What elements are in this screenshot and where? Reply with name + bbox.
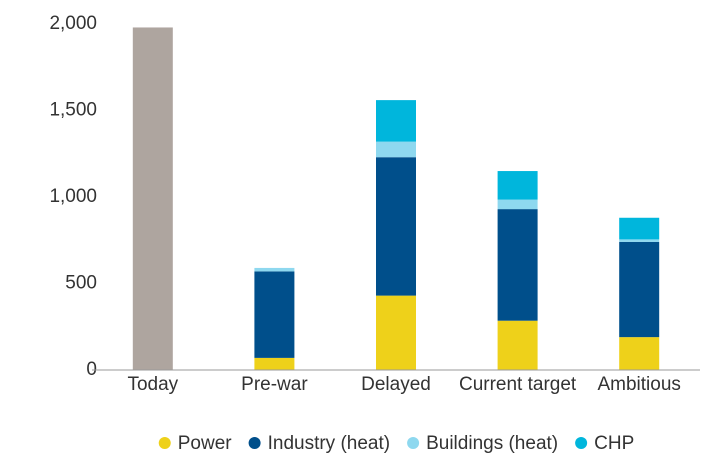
y-tick-label: 500 [65,273,97,294]
bar-segment [619,241,660,338]
x-tick-label: Delayed [361,374,431,395]
legend-marker [575,437,588,449]
bar-segment [619,337,660,370]
bar-segment [619,217,660,240]
bar-segment [376,157,416,296]
bar-segment [497,209,538,321]
y-tick-label: 1,000 [49,186,97,207]
bar-segment [254,271,295,358]
bar-segment [254,357,295,370]
legend-label: Industry (heat) [268,433,391,454]
legend-label: Power [178,433,233,454]
bar-segment [376,100,416,142]
y-tick-label: 2,000 [49,13,97,34]
bar-segment [376,141,416,158]
x-tick-label: Pre-war [241,374,308,395]
legend-marker [158,437,171,449]
y-tick-label: 1,500 [49,100,97,121]
legend-marker [407,437,420,449]
legend-label: Buildings (heat) [426,433,558,454]
x-tick-label: Ambitious [597,374,680,395]
bar-segment [497,171,538,200]
y-tick-label: 0 [86,359,97,380]
x-tick-label: Today [127,374,178,395]
bar-segment [376,295,416,370]
legend-marker [248,437,261,449]
bar-segment [254,267,295,272]
bar-segment [497,199,538,210]
bar-segment [132,27,173,371]
legend-label: CHP [594,433,634,454]
bar-segment [619,239,660,242]
x-tick-label: Current target [459,374,577,395]
bar-segment [497,320,538,370]
